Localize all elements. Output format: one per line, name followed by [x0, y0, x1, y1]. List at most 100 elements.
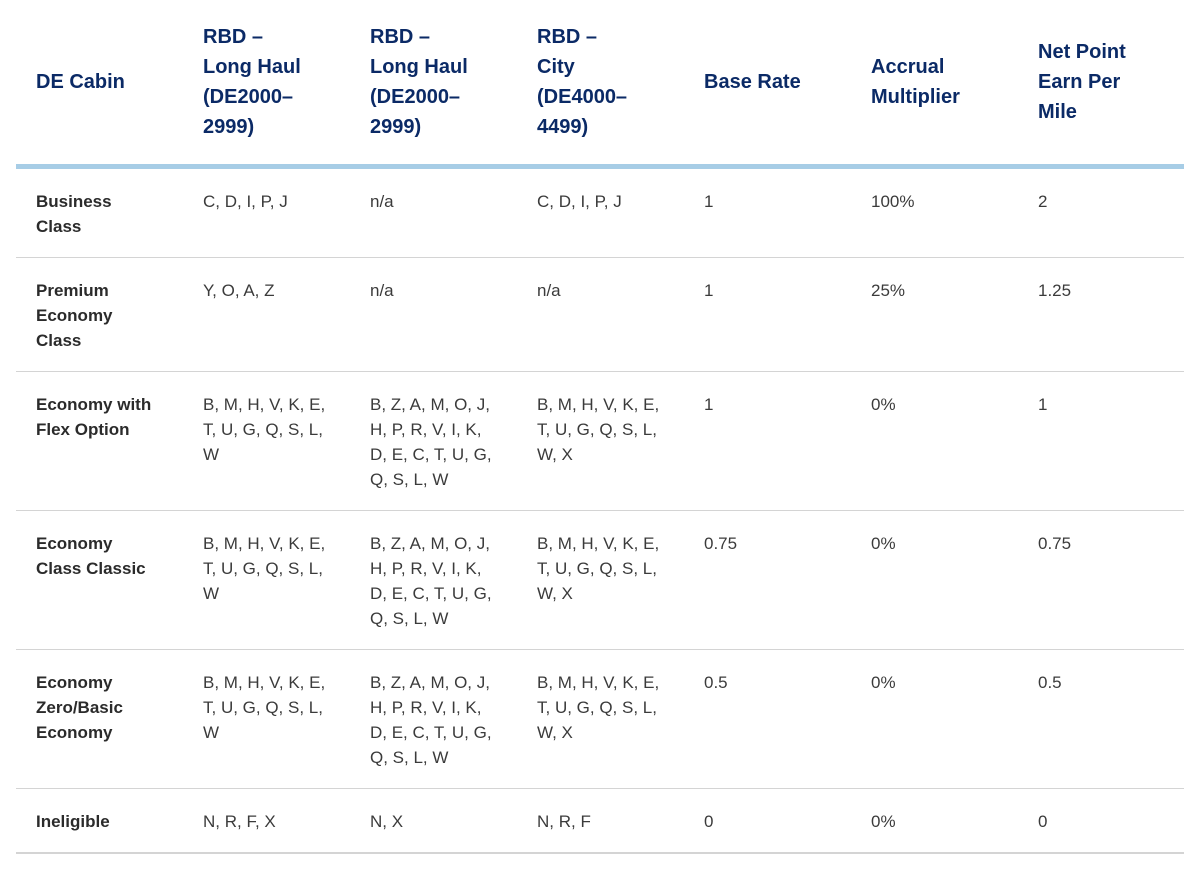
table-row: Economy with Flex Option B, M, H, V, K, … [16, 371, 1184, 511]
base-rate-value: 1 [704, 281, 714, 300]
base-rate-value: 0.75 [704, 534, 738, 553]
rbd-codes: B, Z, A, M, O, J, H, P, R, V, I, K, D, E… [370, 534, 492, 628]
rbd-codes: B, Z, A, M, O, J, H, P, R, V, I, K, D, E… [370, 395, 492, 489]
cabin-name: Premium Economy Class [36, 281, 113, 350]
cabin-cell: Economy Zero/Basic Economy [16, 649, 183, 789]
accrual-multiplier-cell: 0% [851, 510, 1018, 650]
net-points-cell: 0.5 [1018, 649, 1184, 789]
cabin-cell: Ineligible [16, 788, 183, 854]
cabin-name: Ineligible [36, 812, 110, 831]
cabin-name: Economy with Flex Option [36, 395, 152, 439]
header-label: RBD – Long Haul (DE2000– 2999) [203, 26, 301, 138]
rbd-long-haul-1-cell: B, M, H, V, K, E, T, U, G, Q, S, L, W [183, 510, 350, 650]
header-label: Net Point Earn Per Mile [1038, 41, 1126, 123]
rbd-codes: B, M, H, V, K, E, T, U, G, Q, S, L, W [203, 534, 326, 603]
rbd-long-haul-2-cell: B, Z, A, M, O, J, H, P, R, V, I, K, D, E… [350, 371, 517, 511]
rbd-long-haul-2-cell: N, X [350, 788, 517, 854]
rbd-city-cell: C, D, I, P, J [517, 166, 684, 258]
accrual-multiplier-cell: 0% [851, 649, 1018, 789]
cabin-name: Economy Zero/Basic Economy [36, 673, 123, 742]
accrual-multiplier-value: 0% [871, 395, 896, 414]
rbd-long-haul-1-cell: B, M, H, V, K, E, T, U, G, Q, S, L, W [183, 371, 350, 511]
accrual-multiplier-value: 100% [871, 192, 915, 211]
header-accrual-multiplier: Accrual Multiplier [851, 0, 1018, 169]
cabin-name: Economy Class Classic [36, 534, 146, 578]
base-rate-cell: 1 [684, 166, 851, 258]
base-rate-cell: 0 [684, 788, 851, 854]
net-points-value: 0 [1038, 812, 1048, 831]
cabin-cell: Premium Economy Class [16, 257, 183, 372]
rbd-codes: B, M, H, V, K, E, T, U, G, Q, S, L, W, X [537, 534, 660, 603]
rbd-long-haul-2-cell: n/a [350, 257, 517, 372]
rbd-codes: N, R, F, X [203, 812, 276, 831]
base-rate-value: 1 [704, 395, 714, 414]
table-row: Business Class C, D, I, P, J n/a C, D, I… [16, 166, 1184, 258]
rbd-city-cell: N, R, F [517, 788, 684, 854]
rbd-long-haul-1-cell: C, D, I, P, J [183, 166, 350, 258]
rbd-long-haul-1-cell: N, R, F, X [183, 788, 350, 854]
accrual-multiplier-value: 0% [871, 673, 896, 692]
cabin-earn-table: DE Cabin RBD – Long Haul (DE2000– 2999) … [16, 0, 1184, 854]
header-net-point-earn: Net Point Earn Per Mile [1018, 0, 1184, 169]
accrual-multiplier-cell: 0% [851, 371, 1018, 511]
accrual-multiplier-cell: 25% [851, 257, 1018, 372]
table-row: Premium Economy Class Y, O, A, Z n/a n/a… [16, 257, 1184, 372]
header-rbd-long-haul-1: RBD – Long Haul (DE2000– 2999) [183, 0, 350, 169]
table-row: Ineligible N, R, F, X N, X N, R, F 0 0% … [16, 788, 1184, 854]
base-rate-cell: 0.5 [684, 649, 851, 789]
rbd-city-cell: B, M, H, V, K, E, T, U, G, Q, S, L, W, X [517, 371, 684, 511]
rbd-codes: n/a [537, 281, 561, 300]
header-base-rate: Base Rate [684, 0, 851, 169]
cabin-cell: Economy with Flex Option [16, 371, 183, 511]
rbd-codes: n/a [370, 281, 394, 300]
base-rate-cell: 1 [684, 371, 851, 511]
base-rate-value: 1 [704, 192, 714, 211]
header-label: DE Cabin [36, 71, 125, 93]
table-row: Economy Class Classic B, M, H, V, K, E, … [16, 510, 1184, 650]
table-body: Business Class C, D, I, P, J n/a C, D, I… [16, 166, 1184, 854]
header-de-cabin: DE Cabin [16, 0, 183, 169]
cabin-name: Business Class [36, 192, 112, 236]
net-points-cell: 0 [1018, 788, 1184, 854]
header-label: Accrual Multiplier [871, 56, 960, 108]
table-row: Economy Zero/Basic Economy B, M, H, V, K… [16, 649, 1184, 789]
accrual-multiplier-cell: 100% [851, 166, 1018, 258]
cabin-cell: Economy Class Classic [16, 510, 183, 650]
rbd-codes: N, X [370, 812, 404, 831]
rbd-codes: Y, O, A, Z [203, 281, 275, 300]
rbd-codes: B, M, H, V, K, E, T, U, G, Q, S, L, W [203, 395, 326, 464]
accrual-multiplier-value: 0% [871, 812, 896, 831]
rbd-city-cell: B, M, H, V, K, E, T, U, G, Q, S, L, W, X [517, 510, 684, 650]
base-rate-cell: 0.75 [684, 510, 851, 650]
table-header: DE Cabin RBD – Long Haul (DE2000– 2999) … [16, 0, 1184, 169]
net-points-cell: 1 [1018, 371, 1184, 511]
header-rbd-long-haul-2: RBD – Long Haul (DE2000– 2999) [350, 0, 517, 169]
rbd-city-cell: B, M, H, V, K, E, T, U, G, Q, S, L, W, X [517, 649, 684, 789]
base-rate-value: 0 [704, 812, 714, 831]
header-row: DE Cabin RBD – Long Haul (DE2000– 2999) … [16, 0, 1184, 169]
header-label: Base Rate [704, 71, 801, 93]
rbd-city-cell: n/a [517, 257, 684, 372]
header-label: RBD – Long Haul (DE2000– 2999) [370, 26, 468, 138]
rbd-codes: B, M, H, V, K, E, T, U, G, Q, S, L, W, X [537, 673, 660, 742]
rbd-long-haul-2-cell: B, Z, A, M, O, J, H, P, R, V, I, K, D, E… [350, 510, 517, 650]
rbd-codes: B, Z, A, M, O, J, H, P, R, V, I, K, D, E… [370, 673, 492, 767]
net-points-value: 1.25 [1038, 281, 1072, 300]
header-rbd-city: RBD – City (DE4000– 4499) [517, 0, 684, 169]
net-points-cell: 2 [1018, 166, 1184, 258]
rbd-codes: B, M, H, V, K, E, T, U, G, Q, S, L, W [203, 673, 326, 742]
net-points-cell: 0.75 [1018, 510, 1184, 650]
net-points-value: 0.75 [1038, 534, 1072, 553]
header-label: RBD – City (DE4000– 4499) [537, 26, 628, 138]
rbd-codes: C, D, I, P, J [203, 192, 288, 211]
net-points-cell: 1.25 [1018, 257, 1184, 372]
accrual-multiplier-value: 25% [871, 281, 906, 300]
cabin-earn-table-container: DE Cabin RBD – Long Haul (DE2000– 2999) … [16, 0, 1184, 854]
rbd-codes: B, M, H, V, K, E, T, U, G, Q, S, L, W, X [537, 395, 660, 464]
rbd-long-haul-1-cell: Y, O, A, Z [183, 257, 350, 372]
rbd-codes: n/a [370, 192, 394, 211]
base-rate-cell: 1 [684, 257, 851, 372]
cabin-cell: Business Class [16, 166, 183, 258]
base-rate-value: 0.5 [704, 673, 728, 692]
accrual-multiplier-value: 0% [871, 534, 896, 553]
